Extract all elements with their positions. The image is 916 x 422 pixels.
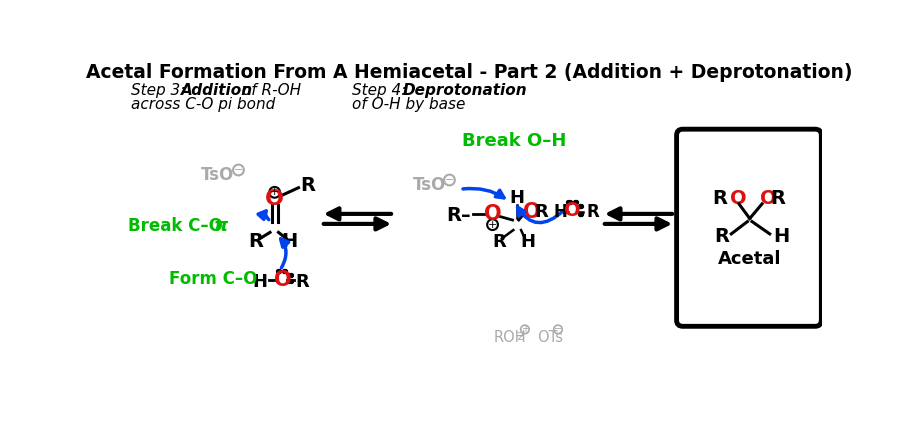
Text: O: O <box>274 270 291 290</box>
Text: O: O <box>484 204 501 224</box>
Text: Break O–H: Break O–H <box>462 133 566 151</box>
Text: Break C–O: Break C–O <box>128 217 224 235</box>
Text: Step 3:: Step 3: <box>131 83 190 98</box>
Text: R: R <box>493 233 507 251</box>
Text: Form C–O: Form C–O <box>169 270 257 287</box>
Text: +: + <box>270 187 279 197</box>
Text: H: H <box>520 233 536 251</box>
FancyBboxPatch shape <box>677 129 822 326</box>
Text: Step 4:: Step 4: <box>352 83 411 98</box>
Text: H: H <box>553 203 567 222</box>
Text: O: O <box>759 189 777 208</box>
Text: R: R <box>300 176 315 195</box>
Text: Addition: Addition <box>181 83 254 98</box>
Text: R: R <box>534 203 548 222</box>
Text: −: − <box>554 325 562 334</box>
Text: H: H <box>281 232 298 251</box>
Text: O: O <box>265 189 284 209</box>
Text: OTs: OTs <box>537 330 563 345</box>
Text: π: π <box>213 217 228 235</box>
Text: +: + <box>521 325 529 334</box>
Text: H: H <box>773 227 789 246</box>
Text: R–: R– <box>446 206 471 225</box>
Text: Acetal Formation From A Hemiacetal - Part 2 (Addition + Deprotonation): Acetal Formation From A Hemiacetal - Par… <box>86 63 853 82</box>
Text: of R-OH: of R-OH <box>237 83 301 98</box>
Text: H: H <box>509 189 525 208</box>
Text: R: R <box>714 227 729 246</box>
Text: +: + <box>488 220 497 230</box>
Text: ROH: ROH <box>494 330 527 345</box>
Text: O: O <box>730 189 747 208</box>
Text: R: R <box>248 232 263 251</box>
Text: TsO: TsO <box>201 166 234 184</box>
Text: O: O <box>564 201 581 220</box>
Text: R: R <box>296 273 310 292</box>
Text: O: O <box>523 202 541 222</box>
Text: R: R <box>770 189 786 208</box>
Text: across C-O pi bond: across C-O pi bond <box>131 97 275 112</box>
Text: H: H <box>253 273 267 292</box>
Text: R: R <box>586 203 599 222</box>
Text: −: − <box>234 165 243 175</box>
Text: TsO: TsO <box>413 176 446 195</box>
Text: Acetal: Acetal <box>718 249 781 268</box>
Text: R: R <box>713 189 727 208</box>
Text: of O-H by base: of O-H by base <box>352 97 465 112</box>
Text: 2: 2 <box>517 332 524 342</box>
Text: Deprotonation: Deprotonation <box>402 83 527 98</box>
Text: −: − <box>445 175 454 185</box>
